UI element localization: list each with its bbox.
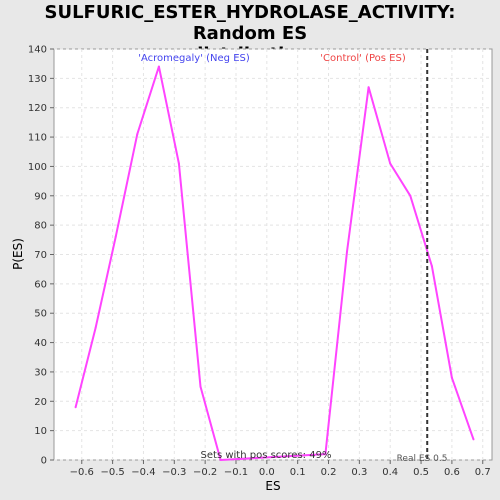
x-tick-label: 0.2 [321,467,337,478]
data-point [367,86,370,89]
real-es-label: Real ES 0.5 [397,454,448,464]
data-point [74,406,77,409]
y-tick-label: 120 [28,103,47,114]
data-point [389,162,392,165]
y-axis-label: P(ES) [11,238,25,270]
grid-lines [54,48,492,461]
series-line [74,65,475,461]
y-tick-label: 50 [34,309,47,320]
data-point [114,235,117,238]
pos-es-label: 'Control' (Pos ES) [320,53,406,64]
data-point [199,385,202,388]
y-tick-label: 70 [34,250,47,261]
y-tick-label: 10 [34,426,47,437]
data-point [346,250,348,253]
data-point [472,438,475,441]
y-tick-label: 20 [34,397,47,408]
data-point [430,265,433,268]
x-tick-label: −0.4 [131,467,155,478]
data-point [177,162,180,165]
y-tick-label: 80 [34,221,47,232]
x-axis-label: ES [265,479,280,493]
chart-title-line-1: SULFURIC_ESTER_HYDROLASE_ACTIVITY: Rando… [44,2,456,44]
y-tick-label: 90 [34,191,47,202]
x-tick-label: 0.7 [475,467,491,478]
y-tick-label: 40 [34,338,47,349]
pos-scores-label: Sets with pos scores: 49% [201,450,332,461]
x-tick-label: 0.0 [259,467,275,478]
y-tick-label: 140 [28,45,47,56]
data-point [136,133,139,136]
x-tick-label: −0.6 [70,467,94,478]
y-tick-label: 60 [34,279,47,290]
data-point [94,326,97,329]
data-point [409,194,412,197]
x-tick-label: 0.3 [351,467,367,478]
x-tick-label: −0.1 [224,467,248,478]
y-tick-label: 110 [28,133,47,144]
series-layer [74,65,475,461]
data-point [219,459,222,461]
data-point [324,453,327,456]
x-tick-label: 0.6 [444,467,460,478]
data-point [450,376,453,379]
y-tick-label: 100 [28,162,47,173]
x-tick-label: −0.2 [193,467,217,478]
data-point [157,65,160,68]
y-tick-label: 30 [34,367,47,378]
x-tick-label: 0.5 [413,467,429,478]
x-tick-label: −0.5 [100,467,124,478]
x-tick-label: −0.3 [162,467,186,478]
y-tick-label: 130 [28,74,47,85]
x-tick-label: 0.4 [382,467,398,478]
x-axis-ticks: −0.6 −0.5 −0.4 −0.3 −0.2 −0.1 0.0 0.1 0.2 0.3 0.4 0… [70,460,491,478]
y-axis-ticks: 0 10 20 30 40 50 60 70 80 90 100 110 120 130 140 [28,45,54,467]
neg-es-label: 'Acromegaly' (Neg ES) [138,53,250,64]
y-tick-label: 0 [41,456,47,467]
x-tick-label: 0.1 [290,467,306,478]
